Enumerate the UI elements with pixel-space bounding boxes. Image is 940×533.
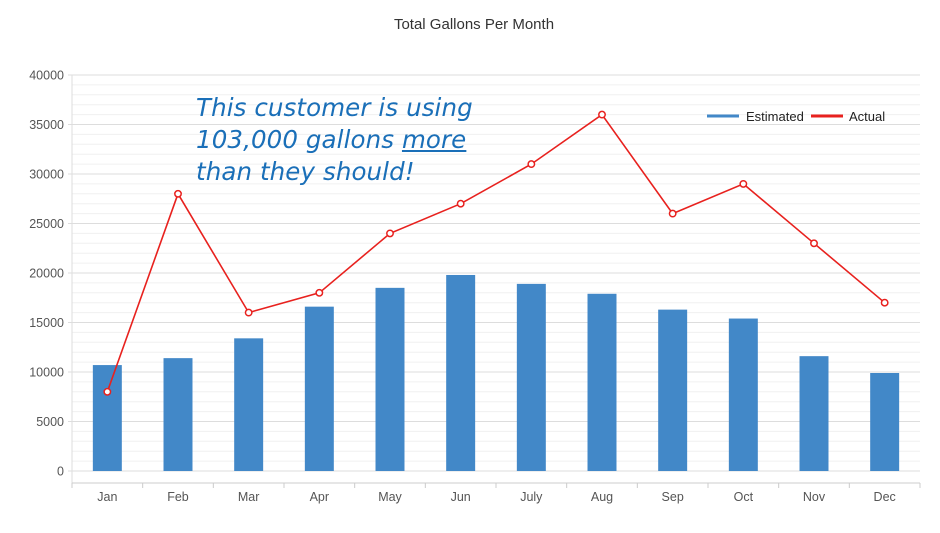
x-tick-label: Oct (734, 490, 754, 504)
legend-label-actual: Actual (849, 109, 885, 124)
x-tick-label: Jan (97, 490, 117, 504)
point-actual (244, 308, 253, 317)
bar-estimated (92, 365, 122, 471)
point-actual (456, 199, 465, 208)
bar-estimated (728, 318, 758, 471)
chart-title: Total Gallons Per Month (394, 16, 554, 33)
point-actual (880, 298, 889, 307)
actual-line (103, 110, 889, 396)
x-tick-label: Mar (238, 490, 260, 504)
bar-estimated (587, 293, 617, 471)
y-tick-label: 5000 (36, 415, 64, 429)
x-tick-label: Feb (167, 490, 189, 504)
bar-estimated (234, 338, 264, 471)
estimated-bars (92, 274, 900, 471)
x-tick-label: Sep (662, 490, 684, 504)
x-tick-label: Jun (451, 490, 471, 504)
y-tick-label: 30000 (29, 168, 64, 182)
bar-estimated (870, 372, 900, 471)
bar-estimated (799, 356, 829, 471)
bar-estimated (304, 306, 334, 471)
point-actual (386, 229, 394, 238)
y-tick-label: 20000 (29, 267, 64, 281)
series-line-actual (106, 113, 886, 393)
y-tick-label: 15000 (29, 316, 64, 330)
legend: Estimated Actual (707, 109, 885, 124)
y-tick-label: 35000 (29, 118, 64, 132)
x-tick-label: Nov (803, 490, 826, 504)
bar-estimated (375, 287, 405, 471)
bar-estimated (516, 283, 546, 471)
annotation-text: This customer is using 103,000 gallons m… (196, 92, 516, 188)
point-actual (668, 209, 677, 218)
y-tick-label: 10000 (29, 366, 64, 380)
point-actual (739, 179, 748, 188)
x-tick-label: Dec (874, 490, 896, 504)
y-tick-label: 25000 (29, 217, 64, 231)
bar-estimated (163, 358, 193, 471)
annotation-line-2: 103,000 gallons more (196, 124, 516, 156)
x-tick-label: May (378, 490, 402, 504)
point-actual (315, 288, 324, 297)
point-actual (598, 110, 606, 119)
annotation-line-1: This customer is using (196, 93, 473, 122)
point-actual (810, 239, 818, 248)
bar-estimated (658, 309, 688, 471)
point-actual (527, 160, 536, 169)
y-tick-label: 0 (57, 465, 64, 479)
point-actual (174, 189, 182, 198)
bar-estimated (446, 274, 476, 471)
x-tick-label: Apr (310, 490, 329, 504)
x-tick-label: Aug (591, 490, 613, 504)
point-actual (103, 387, 112, 396)
annotation-line-2-text: 103,000 gallons (196, 125, 402, 154)
annotation-underlined-word: more (401, 125, 467, 154)
x-axis: Jan Feb Mar Apr May Jun July Aug Sep Oct Nov Dec (71, 482, 921, 504)
x-tick-label: July (520, 490, 543, 504)
annotation-line-3: than they should! (196, 157, 415, 186)
legend-label-estimated: Estimated (746, 109, 804, 124)
y-axis: 0 5000 10000 15000 20000 25000 30000 35000 40000 (29, 69, 73, 483)
grid (68, 74, 920, 472)
y-tick-label: 40000 (29, 69, 64, 83)
